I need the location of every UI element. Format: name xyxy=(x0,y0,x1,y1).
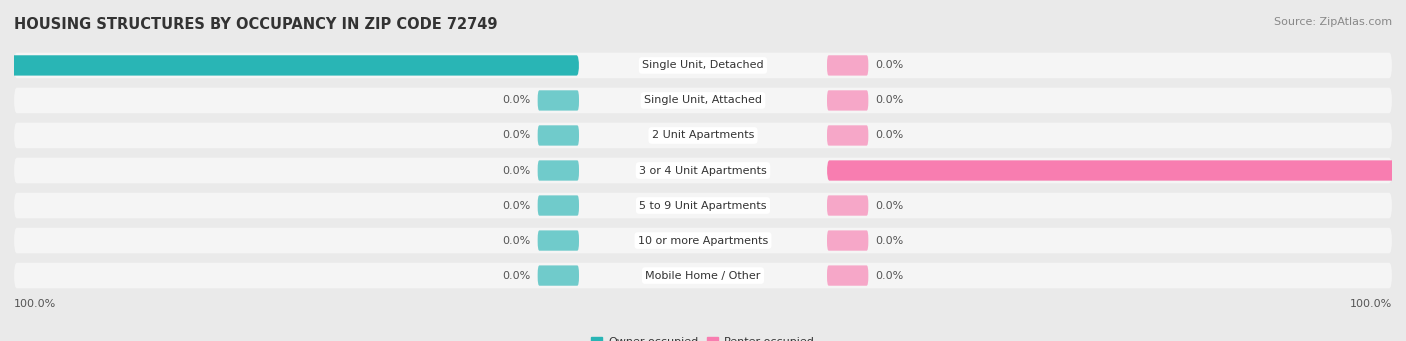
FancyBboxPatch shape xyxy=(827,125,869,146)
FancyBboxPatch shape xyxy=(827,195,869,216)
FancyBboxPatch shape xyxy=(0,55,579,76)
Text: 0.0%: 0.0% xyxy=(875,270,904,281)
Text: 2 Unit Apartments: 2 Unit Apartments xyxy=(652,131,754,140)
FancyBboxPatch shape xyxy=(537,125,579,146)
FancyBboxPatch shape xyxy=(827,231,869,251)
Legend: Owner-occupied, Renter-occupied: Owner-occupied, Renter-occupied xyxy=(586,332,820,341)
Text: 0.0%: 0.0% xyxy=(502,270,531,281)
Text: 0.0%: 0.0% xyxy=(875,95,904,105)
Text: 100.0%: 100.0% xyxy=(14,299,56,309)
Text: 0.0%: 0.0% xyxy=(875,201,904,210)
Text: 100.0%: 100.0% xyxy=(1350,299,1392,309)
Text: 0.0%: 0.0% xyxy=(502,165,531,176)
Text: 10 or more Apartments: 10 or more Apartments xyxy=(638,236,768,246)
Text: 0.0%: 0.0% xyxy=(875,131,904,140)
FancyBboxPatch shape xyxy=(14,123,1392,148)
Text: Mobile Home / Other: Mobile Home / Other xyxy=(645,270,761,281)
FancyBboxPatch shape xyxy=(14,88,1392,113)
Text: 0.0%: 0.0% xyxy=(875,60,904,71)
FancyBboxPatch shape xyxy=(827,160,1406,181)
Text: Single Unit, Detached: Single Unit, Detached xyxy=(643,60,763,71)
Text: Source: ZipAtlas.com: Source: ZipAtlas.com xyxy=(1274,17,1392,27)
Text: 3 or 4 Unit Apartments: 3 or 4 Unit Apartments xyxy=(640,165,766,176)
FancyBboxPatch shape xyxy=(14,263,1392,288)
FancyBboxPatch shape xyxy=(14,193,1392,218)
FancyBboxPatch shape xyxy=(537,160,579,181)
FancyBboxPatch shape xyxy=(14,158,1392,183)
FancyBboxPatch shape xyxy=(827,265,869,286)
FancyBboxPatch shape xyxy=(14,228,1392,253)
Text: Single Unit, Attached: Single Unit, Attached xyxy=(644,95,762,105)
Text: 0.0%: 0.0% xyxy=(502,95,531,105)
FancyBboxPatch shape xyxy=(537,231,579,251)
Text: HOUSING STRUCTURES BY OCCUPANCY IN ZIP CODE 72749: HOUSING STRUCTURES BY OCCUPANCY IN ZIP C… xyxy=(14,17,498,32)
FancyBboxPatch shape xyxy=(827,90,869,110)
FancyBboxPatch shape xyxy=(14,53,1392,78)
Text: 0.0%: 0.0% xyxy=(502,201,531,210)
FancyBboxPatch shape xyxy=(537,90,579,110)
Text: 0.0%: 0.0% xyxy=(502,236,531,246)
FancyBboxPatch shape xyxy=(537,195,579,216)
FancyBboxPatch shape xyxy=(537,265,579,286)
Text: 5 to 9 Unit Apartments: 5 to 9 Unit Apartments xyxy=(640,201,766,210)
Text: 0.0%: 0.0% xyxy=(502,131,531,140)
Text: 0.0%: 0.0% xyxy=(875,236,904,246)
FancyBboxPatch shape xyxy=(827,55,869,76)
